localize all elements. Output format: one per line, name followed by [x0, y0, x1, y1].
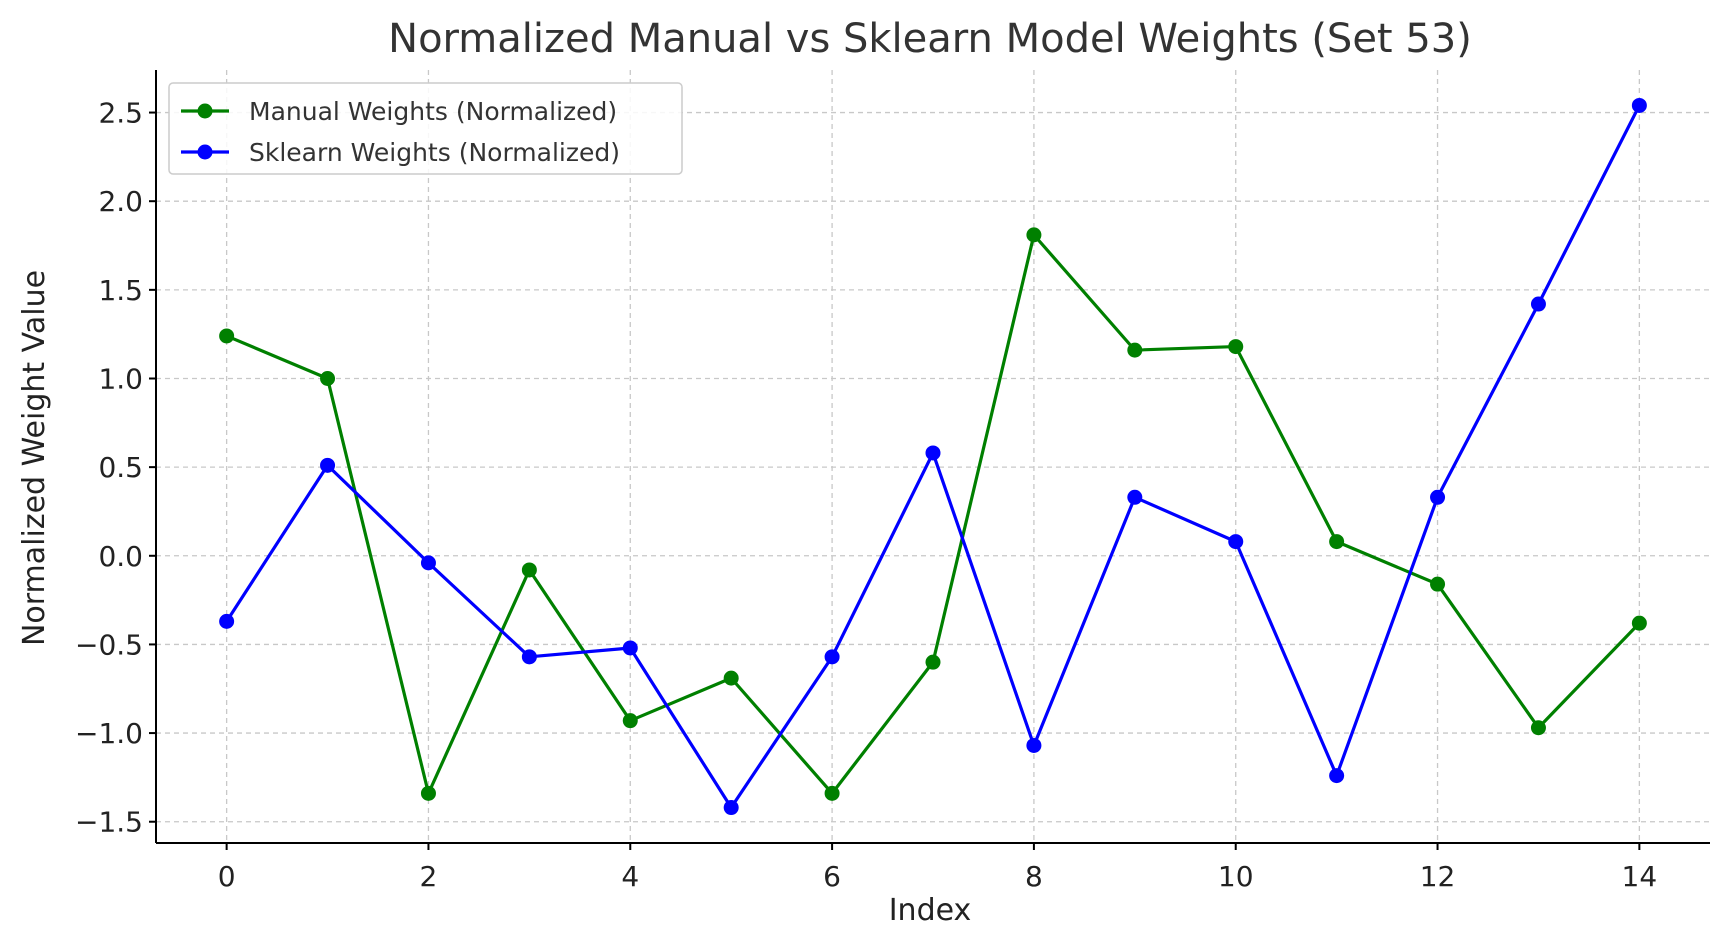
x-axis-label: Index: [889, 893, 972, 928]
data-point: [622, 640, 638, 656]
y-tick-label: −1.5: [75, 806, 143, 839]
y-tick-label: −1.0: [75, 717, 143, 750]
data-point: [824, 649, 840, 665]
series-line: [226, 233, 1641, 795]
legend-marker: [197, 103, 213, 119]
y-tick-label: 0.5: [98, 451, 143, 484]
x-tick-label: 6: [823, 860, 841, 893]
data-point: [1329, 534, 1345, 550]
chart-title: Normalized Manual vs Sklearn Model Weigh…: [388, 16, 1472, 62]
x-tick-label: 12: [1420, 860, 1456, 893]
data-point: [219, 328, 235, 344]
tick-labels: 0 2 4 6 8 10 12 14 −1.5 −1.0 −0.5 0.0 0.5 1.0 1.5 2.0 2.…: [75, 97, 1657, 893]
data-point: [1026, 737, 1042, 753]
data-point: [925, 654, 941, 670]
y-tick-label: 1.0: [98, 362, 143, 395]
legend-frame: [168, 82, 683, 175]
y-tick-label: 1.5: [98, 274, 143, 307]
y-axis-label: Normalized Weight Value: [17, 270, 52, 646]
x-tick-label: 4: [621, 860, 639, 893]
data-point: [1228, 534, 1244, 550]
legend-label: Sklearn Weights (Normalized): [249, 138, 620, 167]
data-point: [925, 445, 941, 461]
data-point: [1530, 720, 1546, 736]
data-point: [1329, 768, 1345, 784]
legend-label: Manual Weights (Normalized): [249, 97, 617, 126]
grid-lines: [156, 70, 1710, 843]
y-tick-label: −0.5: [75, 628, 143, 661]
data-point: [1631, 97, 1647, 113]
x-tick-label: 8: [1025, 860, 1043, 893]
x-tick-label: 14: [1622, 860, 1658, 893]
y-tick-label: 2.0: [98, 185, 143, 218]
legend: Manual Weights (Normalized) Sklearn Weigh…: [168, 82, 683, 175]
axes: [149, 70, 1710, 850]
y-tick-label: 2.5: [98, 97, 143, 130]
data-point: [1228, 339, 1244, 355]
data-point: [1127, 489, 1143, 505]
series-2: [219, 97, 1647, 816]
data-point: [1026, 227, 1042, 243]
data-point: [219, 613, 235, 629]
data-point: [1127, 342, 1143, 358]
data-point: [521, 649, 537, 665]
data-point: [1631, 615, 1647, 631]
data-point: [824, 785, 840, 801]
data-point: [420, 555, 436, 571]
data-point: [420, 785, 436, 801]
data-point: [1430, 576, 1446, 592]
x-tick-label: 2: [420, 860, 438, 893]
x-tick-label: 10: [1218, 860, 1254, 893]
data-point: [622, 713, 638, 729]
y-tick-label: 0.0: [98, 540, 143, 573]
data-point: [521, 562, 537, 578]
data-point: [723, 670, 739, 686]
data-point: [1430, 489, 1446, 505]
data-point: [320, 370, 336, 386]
data-point: [320, 457, 336, 473]
data-point: [723, 800, 739, 816]
series-1: [219, 227, 1647, 801]
data-point: [1530, 296, 1546, 312]
legend-marker: [197, 144, 213, 160]
x-tick-label: 0: [218, 860, 236, 893]
series-layer: [219, 97, 1647, 816]
